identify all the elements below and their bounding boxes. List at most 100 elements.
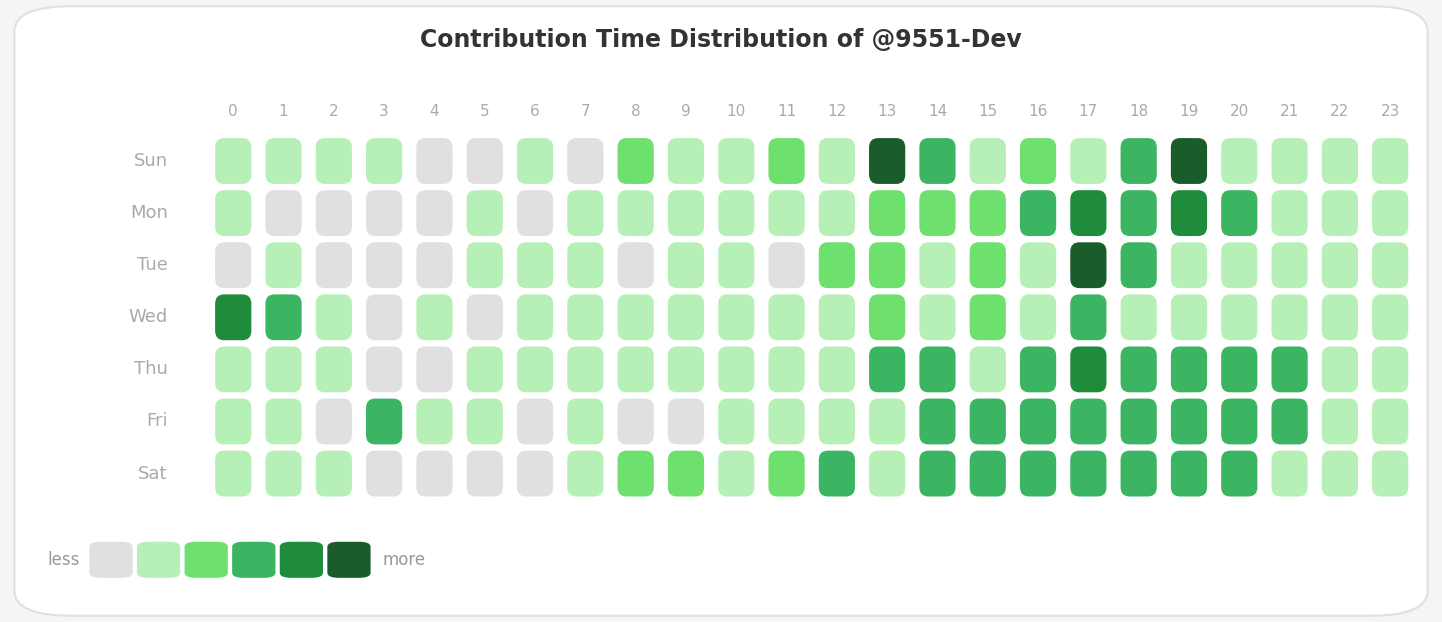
FancyBboxPatch shape [1322,346,1358,392]
Text: 11: 11 [777,104,796,119]
FancyBboxPatch shape [316,138,352,184]
FancyBboxPatch shape [215,399,251,444]
FancyBboxPatch shape [1171,243,1207,288]
FancyBboxPatch shape [668,346,704,392]
FancyBboxPatch shape [1272,399,1308,444]
FancyBboxPatch shape [417,346,453,392]
FancyBboxPatch shape [1373,399,1409,444]
FancyBboxPatch shape [1171,346,1207,392]
FancyBboxPatch shape [1019,451,1056,496]
FancyBboxPatch shape [1221,399,1257,444]
FancyBboxPatch shape [417,138,453,184]
FancyBboxPatch shape [1221,346,1257,392]
FancyBboxPatch shape [920,138,956,184]
FancyBboxPatch shape [1373,346,1409,392]
Text: 12: 12 [828,104,846,119]
FancyBboxPatch shape [516,190,554,236]
FancyBboxPatch shape [1120,190,1156,236]
FancyBboxPatch shape [467,138,503,184]
Text: Thu: Thu [134,360,167,378]
FancyBboxPatch shape [1322,399,1358,444]
Text: 21: 21 [1280,104,1299,119]
FancyBboxPatch shape [668,138,704,184]
FancyBboxPatch shape [417,399,453,444]
FancyBboxPatch shape [1120,399,1156,444]
Text: 20: 20 [1230,104,1249,119]
FancyBboxPatch shape [819,138,855,184]
FancyBboxPatch shape [232,542,275,578]
FancyBboxPatch shape [1322,243,1358,288]
FancyBboxPatch shape [1272,294,1308,340]
FancyBboxPatch shape [1019,294,1056,340]
FancyBboxPatch shape [668,451,704,496]
FancyBboxPatch shape [870,399,906,444]
FancyBboxPatch shape [185,542,228,578]
FancyBboxPatch shape [265,451,301,496]
FancyBboxPatch shape [819,294,855,340]
FancyBboxPatch shape [1272,451,1308,496]
FancyBboxPatch shape [516,399,554,444]
FancyBboxPatch shape [1221,190,1257,236]
FancyBboxPatch shape [567,451,603,496]
FancyBboxPatch shape [920,451,956,496]
FancyBboxPatch shape [327,542,371,578]
Text: 4: 4 [430,104,440,119]
FancyBboxPatch shape [668,294,704,340]
FancyBboxPatch shape [467,294,503,340]
FancyBboxPatch shape [215,346,251,392]
FancyBboxPatch shape [467,190,503,236]
FancyBboxPatch shape [316,294,352,340]
Text: 5: 5 [480,104,490,119]
FancyBboxPatch shape [819,190,855,236]
FancyBboxPatch shape [1171,294,1207,340]
FancyBboxPatch shape [1373,294,1409,340]
FancyBboxPatch shape [668,243,704,288]
FancyBboxPatch shape [920,190,956,236]
FancyBboxPatch shape [617,243,653,288]
FancyBboxPatch shape [718,138,754,184]
FancyBboxPatch shape [718,294,754,340]
FancyBboxPatch shape [617,346,653,392]
Text: Tue: Tue [137,256,167,274]
FancyBboxPatch shape [265,243,301,288]
FancyBboxPatch shape [969,138,1007,184]
FancyBboxPatch shape [316,243,352,288]
FancyBboxPatch shape [1373,451,1409,496]
FancyBboxPatch shape [467,346,503,392]
FancyBboxPatch shape [1221,243,1257,288]
Text: 1: 1 [278,104,288,119]
FancyBboxPatch shape [567,399,603,444]
FancyBboxPatch shape [316,190,352,236]
FancyBboxPatch shape [617,138,653,184]
FancyBboxPatch shape [265,190,301,236]
FancyBboxPatch shape [1322,190,1358,236]
FancyBboxPatch shape [516,451,554,496]
FancyBboxPatch shape [366,399,402,444]
FancyBboxPatch shape [1373,243,1409,288]
FancyBboxPatch shape [567,294,603,340]
Text: 3: 3 [379,104,389,119]
Text: 16: 16 [1028,104,1048,119]
FancyBboxPatch shape [668,399,704,444]
FancyBboxPatch shape [516,243,554,288]
FancyBboxPatch shape [1120,346,1156,392]
FancyBboxPatch shape [769,399,805,444]
FancyBboxPatch shape [920,243,956,288]
FancyBboxPatch shape [1120,294,1156,340]
FancyBboxPatch shape [1373,138,1409,184]
FancyBboxPatch shape [467,243,503,288]
Text: 17: 17 [1079,104,1097,119]
FancyBboxPatch shape [366,243,402,288]
FancyBboxPatch shape [718,243,754,288]
FancyBboxPatch shape [366,451,402,496]
FancyBboxPatch shape [769,451,805,496]
FancyBboxPatch shape [819,399,855,444]
FancyBboxPatch shape [417,190,453,236]
FancyBboxPatch shape [366,138,402,184]
FancyBboxPatch shape [1070,451,1106,496]
FancyBboxPatch shape [1322,451,1358,496]
Text: Mon: Mon [130,204,167,222]
FancyBboxPatch shape [1171,451,1207,496]
FancyBboxPatch shape [1373,190,1409,236]
FancyBboxPatch shape [1019,190,1056,236]
